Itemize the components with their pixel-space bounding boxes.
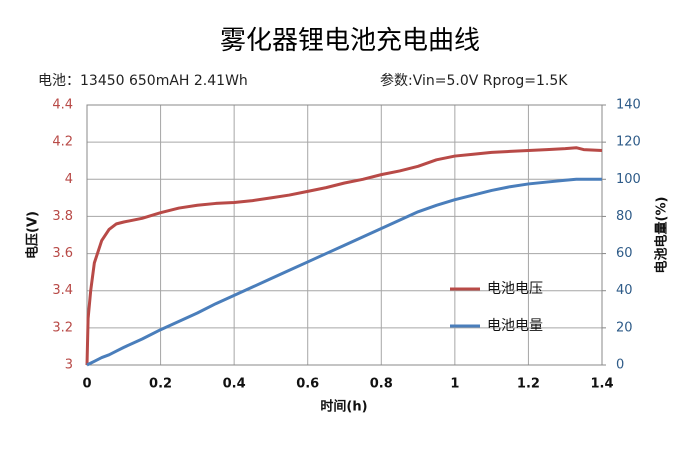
- legend-label: 电池电量: [487, 318, 543, 334]
- plot-frame: [86, 104, 603, 366]
- x-axis-label: 时间(h): [320, 399, 367, 415]
- series-line: [85, 146, 603, 366]
- y2-tick-label: 120: [616, 135, 641, 150]
- x-tick-label: 0.2: [149, 377, 172, 392]
- y-tick-label: 4: [65, 172, 73, 187]
- y2-tick-label: 100: [616, 172, 641, 187]
- y-axis-label: 电压(V): [25, 211, 41, 259]
- y-tick-label: 3.6: [52, 246, 73, 261]
- y-tick-label: 3.4: [52, 283, 73, 298]
- y2-tick-label: 60: [616, 246, 633, 261]
- y2-axis-label: 电池电量(%): [654, 197, 670, 274]
- x-tick-label: 0: [82, 377, 91, 392]
- y2-tick-label: 40: [616, 283, 633, 298]
- y2-tick-label: 0: [616, 358, 624, 373]
- y-tick-label: 4.2: [52, 135, 73, 150]
- subtitle-right: 参数:Vin=5.0V Rprog=1.5K: [380, 72, 568, 89]
- y2-tick-label: 80: [616, 209, 633, 224]
- subtitle-left: 电池：13450 650mAH 2.41Wh: [38, 73, 248, 89]
- y-tick-label: 3.2: [52, 320, 73, 335]
- legend-label: 电池电压: [487, 281, 543, 297]
- x-tick-label: 1.4: [590, 377, 613, 392]
- y-tick-label: 3: [65, 358, 73, 373]
- y-tick-label: 3.8: [52, 209, 73, 224]
- x-tick-label: 0.8: [370, 377, 393, 392]
- y2-tick-label: 20: [616, 320, 633, 335]
- series-line: [86, 177, 602, 367]
- y-tick-label: 4.4: [52, 98, 73, 113]
- x-tick-label: 0.6: [296, 377, 319, 392]
- chart-title: 雾化器锂电池充电曲线: [220, 26, 480, 56]
- x-tick-label: 1: [450, 377, 459, 392]
- x-tick-label: 0.4: [223, 377, 246, 392]
- x-tick-label: 1.2: [517, 377, 540, 392]
- y2-tick-label: 140: [616, 98, 641, 113]
